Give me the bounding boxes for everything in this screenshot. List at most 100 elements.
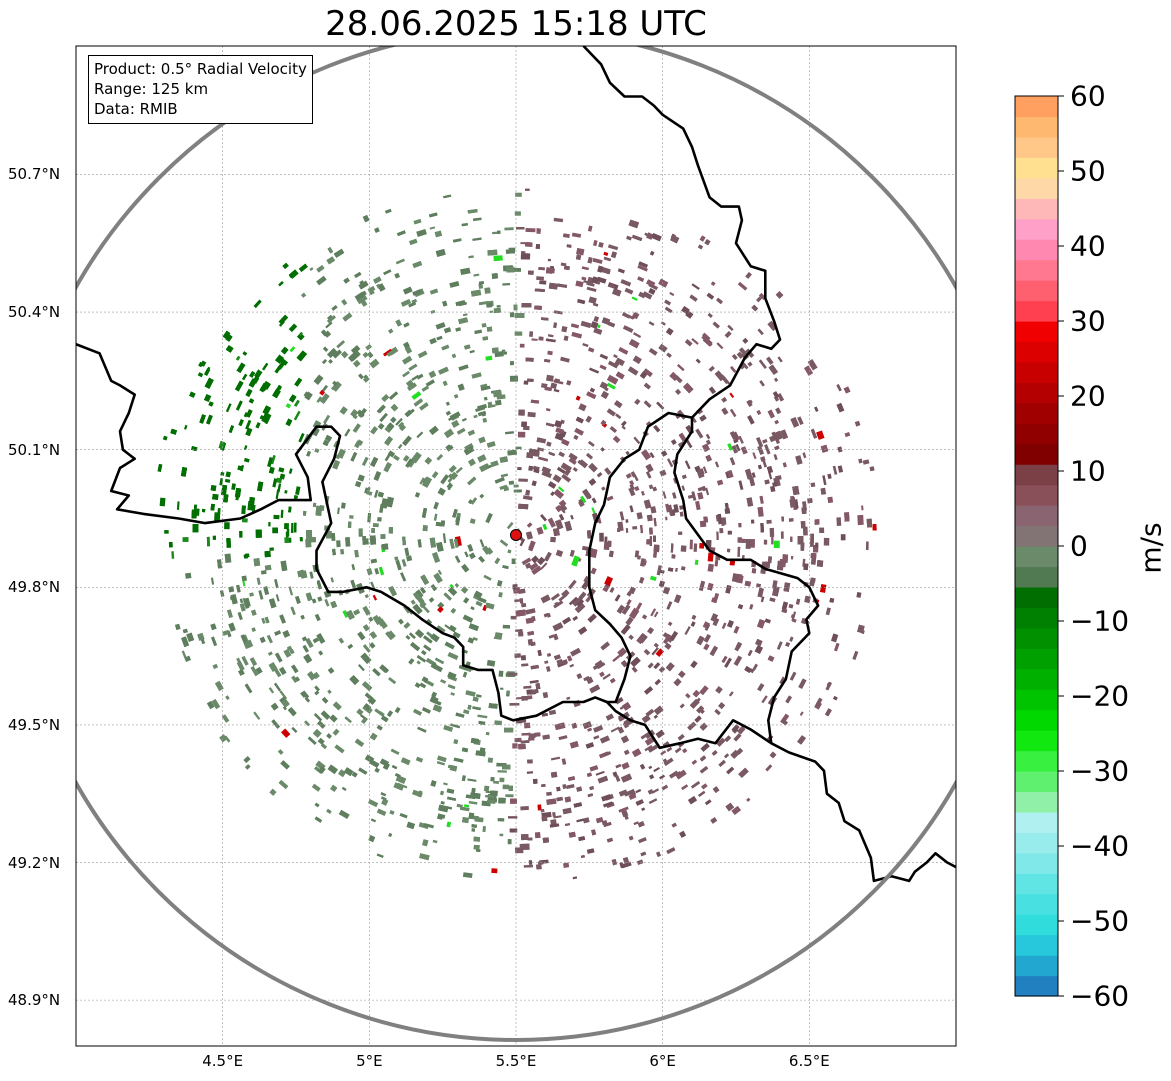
echo-gate	[746, 497, 754, 507]
echo-gate	[554, 420, 563, 428]
echo-gate	[493, 255, 503, 261]
echo-gate	[659, 469, 667, 477]
echo-gate	[731, 573, 739, 583]
echo-gate	[541, 466, 551, 474]
echo-gate	[689, 698, 700, 709]
echo-gate	[634, 398, 641, 406]
echo-gate	[471, 372, 482, 379]
latitude-tick-label: 50.1°N	[8, 440, 61, 459]
echo-gate	[776, 641, 783, 650]
echo-gate	[684, 626, 691, 635]
echo-gate	[313, 713, 323, 722]
echo-gate	[775, 475, 782, 481]
echo-gate	[742, 362, 749, 370]
echo-gate	[279, 690, 287, 700]
echo-gate	[369, 732, 378, 741]
echo-gate	[372, 594, 378, 601]
echo-gate	[332, 349, 342, 359]
echo-gate	[430, 584, 438, 592]
echo-gate	[410, 642, 421, 652]
echo-gate	[572, 467, 578, 472]
echo-gate	[223, 494, 229, 503]
echo-gate	[316, 275, 327, 286]
echo-gate	[499, 539, 509, 547]
echo-gate	[559, 514, 565, 521]
echo-gate	[570, 647, 582, 657]
echo-gate	[714, 559, 719, 567]
echo-gate	[758, 359, 767, 370]
echo-gate	[643, 382, 651, 390]
echo-gate	[614, 400, 623, 409]
echo-gate	[455, 327, 462, 332]
echo-gate	[210, 577, 215, 585]
echo-gate	[528, 733, 536, 739]
echo-gate	[448, 464, 457, 473]
echo-gate	[789, 636, 794, 642]
echo-gate	[345, 609, 355, 620]
echo-gate	[628, 634, 634, 641]
colorbar-segment	[1015, 852, 1058, 874]
colorbar-tick-label: 60	[1070, 79, 1106, 113]
echo-gate	[581, 579, 591, 590]
echo-gate	[462, 313, 468, 317]
echo-gate	[253, 558, 261, 567]
echo-gate	[279, 614, 287, 624]
echo-gate	[482, 545, 491, 555]
echo-gate	[478, 720, 486, 725]
echo-gate	[625, 450, 630, 456]
echo-gate	[607, 244, 619, 251]
echo-gate	[629, 480, 635, 486]
echo-gate	[586, 286, 597, 292]
echo-gate	[511, 558, 516, 565]
echo-gate	[373, 276, 382, 284]
echo-gate	[447, 586, 458, 596]
echo-gate	[554, 378, 560, 384]
echo-gate	[710, 281, 716, 286]
echo-gate	[468, 255, 474, 259]
echo-gate	[486, 659, 496, 667]
colorbar-segment	[1015, 402, 1058, 424]
echo-gate	[566, 380, 572, 386]
echo-gate	[349, 515, 354, 519]
echo-gate	[745, 272, 752, 279]
echo-gate	[396, 230, 406, 237]
echo-gate	[436, 761, 446, 766]
echo-gate	[450, 692, 455, 696]
echo-gate	[458, 317, 469, 325]
echo-gate	[393, 454, 400, 462]
colorbar-tick-label: −60	[1070, 979, 1130, 1013]
echo-gate	[798, 678, 807, 690]
echo-gate	[519, 343, 525, 348]
echo-gate	[527, 378, 534, 382]
echo-gate	[564, 823, 570, 827]
echo-gate	[447, 764, 457, 770]
echo-gate	[486, 799, 496, 804]
echo-gate	[527, 411, 536, 418]
echo-gate	[204, 377, 214, 389]
echo-gate	[416, 655, 427, 663]
echo-gate	[631, 234, 643, 242]
echo-gate	[570, 514, 574, 520]
echo-gate	[619, 862, 624, 869]
echo-gate	[737, 281, 748, 291]
echo-gate	[830, 633, 839, 643]
echo-gate	[677, 733, 685, 741]
echo-gate	[361, 681, 373, 692]
echo-gate	[323, 330, 331, 338]
echo-gate	[629, 484, 635, 491]
echo-gate	[720, 517, 725, 527]
echo-gate	[757, 619, 766, 629]
echo-gate	[603, 751, 612, 757]
echo-gate	[586, 453, 593, 460]
echo-gate	[424, 457, 433, 465]
echo-gate	[675, 567, 678, 572]
echo-gate	[610, 251, 617, 259]
echo-gate	[381, 394, 390, 402]
echo-gate	[442, 533, 447, 544]
echo-gate	[643, 400, 652, 408]
echo-gate	[395, 258, 405, 265]
echo-gate	[263, 586, 269, 595]
echo-gate	[515, 609, 526, 617]
echo-gate	[199, 414, 206, 424]
echo-gate	[641, 807, 646, 812]
